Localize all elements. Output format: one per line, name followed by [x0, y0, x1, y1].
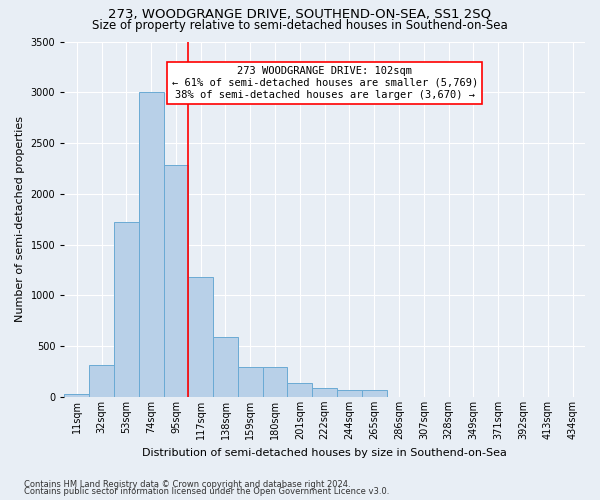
Bar	[213, 337, 238, 397]
Bar	[89, 366, 114, 397]
Bar	[164, 166, 188, 397]
Y-axis label: Number of semi-detached properties: Number of semi-detached properties	[15, 116, 25, 322]
Text: 273, WOODGRANGE DRIVE, SOUTHEND-ON-SEA, SS1 2SQ: 273, WOODGRANGE DRIVE, SOUTHEND-ON-SEA, …	[109, 8, 491, 20]
Text: Contains HM Land Registry data © Crown copyright and database right 2024.: Contains HM Land Registry data © Crown c…	[24, 480, 350, 489]
Bar	[337, 390, 362, 397]
Text: Size of property relative to semi-detached houses in Southend-on-Sea: Size of property relative to semi-detach…	[92, 18, 508, 32]
Bar	[312, 388, 337, 397]
Bar	[64, 394, 89, 397]
Bar	[238, 367, 263, 397]
X-axis label: Distribution of semi-detached houses by size in Southend-on-Sea: Distribution of semi-detached houses by …	[142, 448, 507, 458]
Bar	[188, 277, 213, 397]
Bar	[114, 222, 139, 397]
Text: 273 WOODGRANGE DRIVE: 102sqm
← 61% of semi-detached houses are smaller (5,769)
3: 273 WOODGRANGE DRIVE: 102sqm ← 61% of se…	[172, 66, 478, 100]
Text: Contains public sector information licensed under the Open Government Licence v3: Contains public sector information licen…	[24, 488, 389, 496]
Bar	[139, 92, 164, 397]
Bar	[263, 367, 287, 397]
Bar	[287, 382, 312, 397]
Bar	[362, 390, 386, 397]
